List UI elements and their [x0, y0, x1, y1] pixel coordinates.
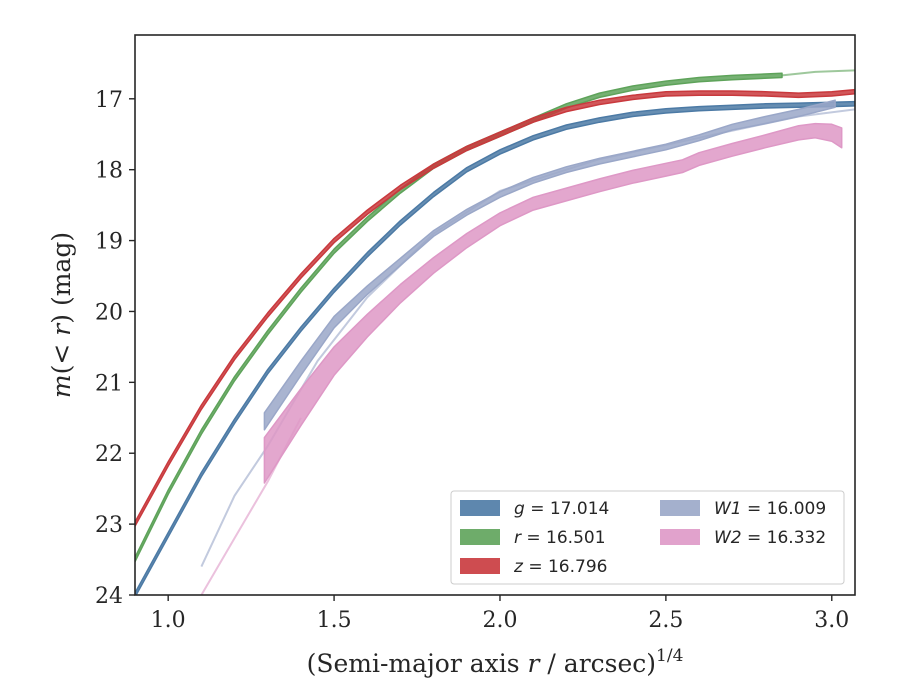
x-tick-label: 1.5: [317, 608, 352, 633]
series-r: [135, 69, 855, 563]
y-tick-label: 19: [95, 230, 123, 255]
y-tick-label: 18: [95, 159, 123, 184]
legend-frame: [450, 490, 845, 585]
x-tick-label: 3.0: [814, 608, 849, 633]
series-r-band: [135, 72, 783, 563]
legend-entry-z: z = 16.796: [460, 557, 607, 577]
legend-label-W2: W2 = 16.332: [714, 528, 826, 548]
y-tick-label: 20: [95, 300, 123, 325]
x-tick-label: 2.5: [648, 608, 683, 633]
series-layer: [135, 69, 855, 595]
legend-label-r: r = 16.501: [514, 528, 606, 548]
series-z: [135, 88, 855, 527]
legend-swatch-W2: [660, 529, 700, 545]
y-tick-label: 17: [95, 88, 123, 113]
legend-label-g: g = 17.014: [514, 499, 609, 519]
legend-label-W1: W1 = 16.009: [714, 499, 826, 519]
series-g: [135, 100, 855, 595]
x-tick-label: 2.0: [482, 608, 517, 633]
series-W2-band: [263, 122, 843, 484]
legend: g = 17.014 r = 16.501 z = 16.796 W1 = 16.00…: [450, 490, 845, 585]
y-tick-label: 21: [95, 371, 123, 396]
y-axis-ticks: 17 18 19 20 21 22 23 24: [95, 88, 135, 609]
legend-entry-W1: W1 = 16.009: [660, 499, 826, 519]
series-r-faint-line: [781, 69, 855, 77]
y-tick-label: 24: [95, 584, 123, 609]
legend-entries: g = 17.014 r = 16.501 z = 16.796 W1 = 16.00…: [460, 499, 826, 577]
legend-swatch-g: [460, 500, 500, 516]
y-tick-label: 22: [95, 442, 123, 467]
series-W1-band: [263, 99, 836, 431]
legend-entry-W2: W2 = 16.332: [660, 528, 826, 548]
x-tick-label: 1.0: [151, 608, 186, 633]
legend-swatch-r: [460, 529, 500, 545]
x-axis-label: (Semi-major axis r / arcsec)1/4: [307, 646, 684, 678]
legend-entry-r: r = 16.501: [460, 528, 606, 548]
legend-swatch-z: [460, 558, 500, 574]
legend-label-z: z = 16.796: [513, 557, 607, 577]
plot-frame: [134, 34, 856, 596]
y-axis-label: m(< r) (mag): [47, 232, 76, 398]
series-g-band: [135, 100, 855, 595]
x-axis-ticks: 1.0 1.5 2.0 2.5 3.0: [151, 595, 849, 633]
series-W2: [200, 122, 843, 595]
legend-swatch-W1: [660, 500, 700, 516]
series-z-band: [135, 88, 855, 527]
legend-entry-g: g = 17.014: [460, 499, 609, 519]
series-W1: [200, 99, 855, 568]
y-tick-label: 23: [95, 513, 123, 538]
